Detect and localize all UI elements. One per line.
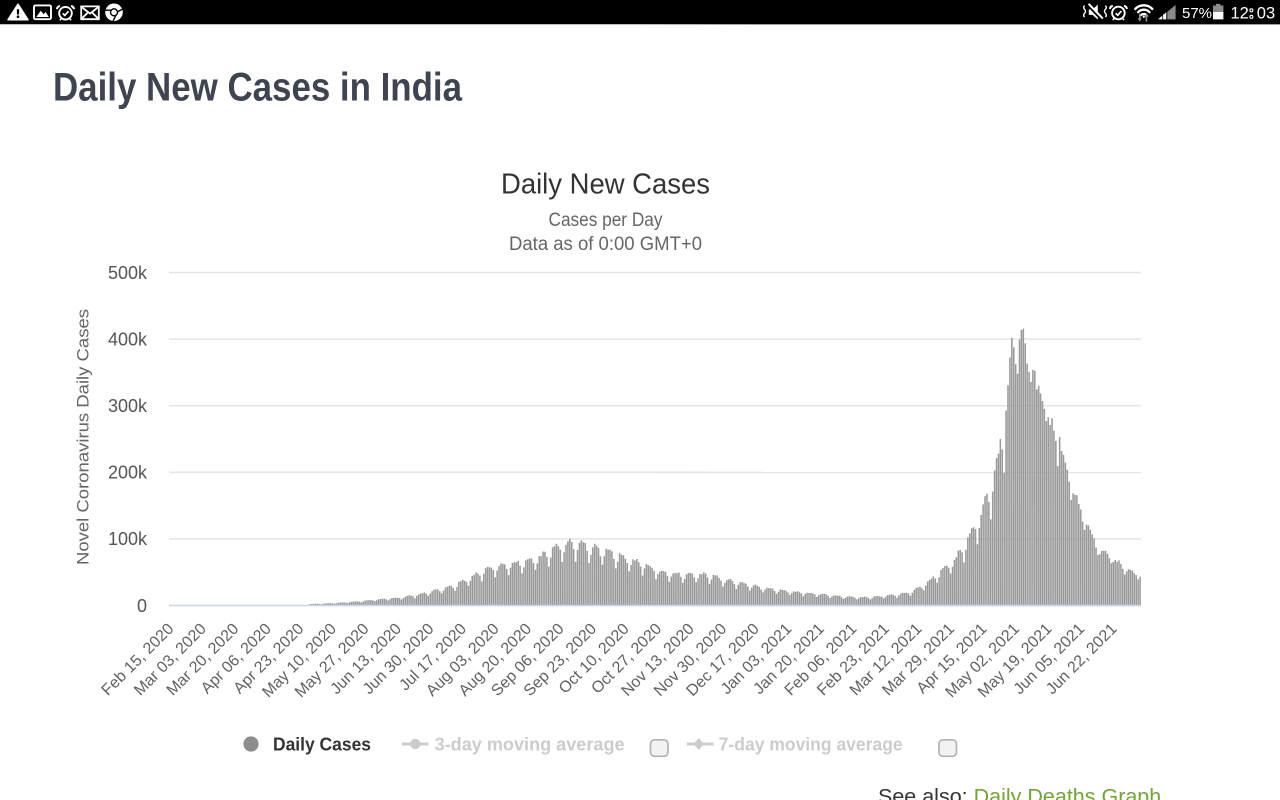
- svg-text:Cases per Day: Cases per Day: [548, 210, 662, 231]
- svg-text:200k: 200k: [108, 463, 148, 483]
- svg-text:Novel Coronavirus Daily Cases: Novel Coronavirus Daily Cases: [73, 309, 92, 565]
- svg-text:400k: 400k: [108, 329, 148, 349]
- svg-text:3-day moving average: 3-day moving average: [435, 734, 625, 754]
- svg-text:57%: 57%: [1182, 5, 1212, 22]
- svg-text:0: 0: [137, 596, 147, 616]
- svg-text:7-day moving average: 7-day moving average: [719, 734, 903, 754]
- svg-text:Data as of 0:00 GMT+0: Data as of 0:00 GMT+0: [509, 234, 702, 255]
- svg-text:03: 03: [1257, 4, 1275, 22]
- svg-text:500k: 500k: [108, 263, 148, 283]
- svg-text:100k: 100k: [108, 529, 148, 549]
- svg-text:Daily Cases: Daily Cases: [273, 734, 371, 754]
- svg-text:See also: Daily Deaths Graph: See also: Daily Deaths Graph: [878, 785, 1161, 800]
- svg-text:Daily New Cases: Daily New Cases: [501, 169, 710, 201]
- svg-text:300k: 300k: [108, 396, 148, 416]
- svg-text:Daily New Cases in India: Daily New Cases in India: [53, 66, 463, 110]
- svg-text:12: 12: [1230, 4, 1248, 22]
